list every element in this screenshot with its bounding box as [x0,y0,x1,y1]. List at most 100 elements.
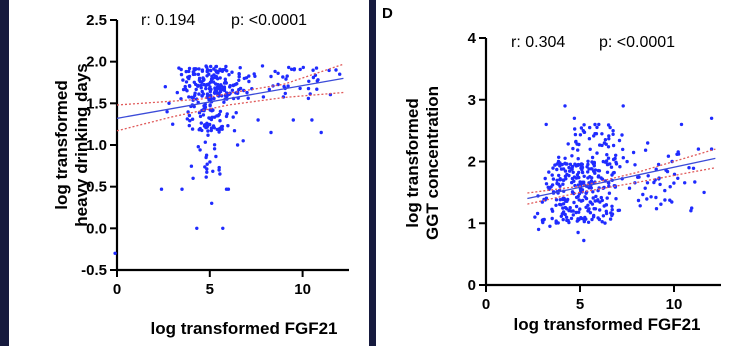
data-point [159,187,164,191]
data-point [691,166,696,170]
y-axis-title-line: log transformed [52,80,71,209]
data-point [222,100,226,104]
data-point [578,207,582,211]
data-point [572,175,577,179]
data-point [179,97,183,101]
data-point [197,67,201,71]
data-point [550,173,554,177]
data-point [580,162,584,167]
data-point [646,174,650,178]
data-point [214,154,218,159]
data-point [175,90,179,95]
data-point [227,73,231,77]
data-point [217,130,221,134]
data-point [617,138,622,143]
data-point [327,68,331,73]
data-point [578,133,583,137]
data-point [561,182,565,186]
data-point [212,67,216,71]
data-point [180,187,184,191]
data-point [597,217,602,222]
data-point [276,71,280,76]
data-point [187,66,192,71]
data-point [208,104,212,108]
p-value-label: p: <0.0001 [231,12,307,29]
data-point [211,108,215,112]
data-point [690,206,694,210]
data-point [165,110,169,114]
data-point [212,147,217,151]
data-point [273,69,277,74]
data-point [579,216,583,220]
data-point [197,92,201,96]
data-point [568,206,572,210]
data-point [187,95,191,99]
data-point [171,122,175,126]
data-point [536,227,541,232]
data-point [200,128,204,133]
data-point [202,78,206,82]
data-point [551,166,555,170]
data-point [186,75,190,79]
y-tick-label: -0.5 [81,262,107,279]
data-point [554,198,559,202]
data-point [656,162,661,167]
data-point [209,64,213,69]
data-point [218,89,223,94]
data-point [567,165,571,170]
y-tick-label: 1.5 [86,95,107,112]
data-point [198,148,202,152]
data-point [260,64,265,68]
data-point [591,215,596,219]
data-point [283,91,287,96]
data-point [281,75,285,79]
data-point [636,175,640,179]
data-point [237,87,241,92]
data-point [574,210,578,215]
data-point [285,74,289,78]
data-point [654,167,658,171]
data-point [207,98,211,102]
correlation-r-label: r: 0.194 [141,12,195,29]
data-point [590,167,594,171]
data-point [645,181,650,185]
chart-panel-ggt: 0 1 2 3 4 0 5 10 log transformed FGF21 log transf… [376,0,733,346]
p-value-label: p: <0.0001 [599,34,675,51]
data-point [206,133,210,137]
data-point [654,207,659,211]
data-point [306,86,311,91]
data-point [230,70,234,74]
data-point [241,139,245,143]
data-point [643,186,647,190]
data-point [217,86,221,91]
data-point [659,202,663,206]
data-point [205,69,209,74]
data-point [574,204,579,209]
data-point [569,216,574,221]
data-point [192,104,196,109]
data-point [676,150,680,154]
data-point [654,195,658,200]
data-point [558,198,562,202]
data-point [607,181,611,185]
data-point [231,115,235,119]
data-point [179,72,184,77]
data-point [606,156,611,160]
data-point [203,140,207,144]
data-point [604,203,608,207]
data-point [235,82,239,86]
data-point [585,165,589,169]
data-point [599,176,603,180]
data-point [226,124,230,128]
data-point [666,154,671,158]
data-point [573,132,578,137]
data-point [315,87,319,91]
data-point [599,195,603,200]
data-point [625,159,629,164]
data-point [200,108,204,113]
data-point [572,179,576,183]
data-point [204,175,208,179]
data-point [228,84,232,88]
data-point [566,197,570,202]
x-tick-label: 10 [666,296,683,313]
